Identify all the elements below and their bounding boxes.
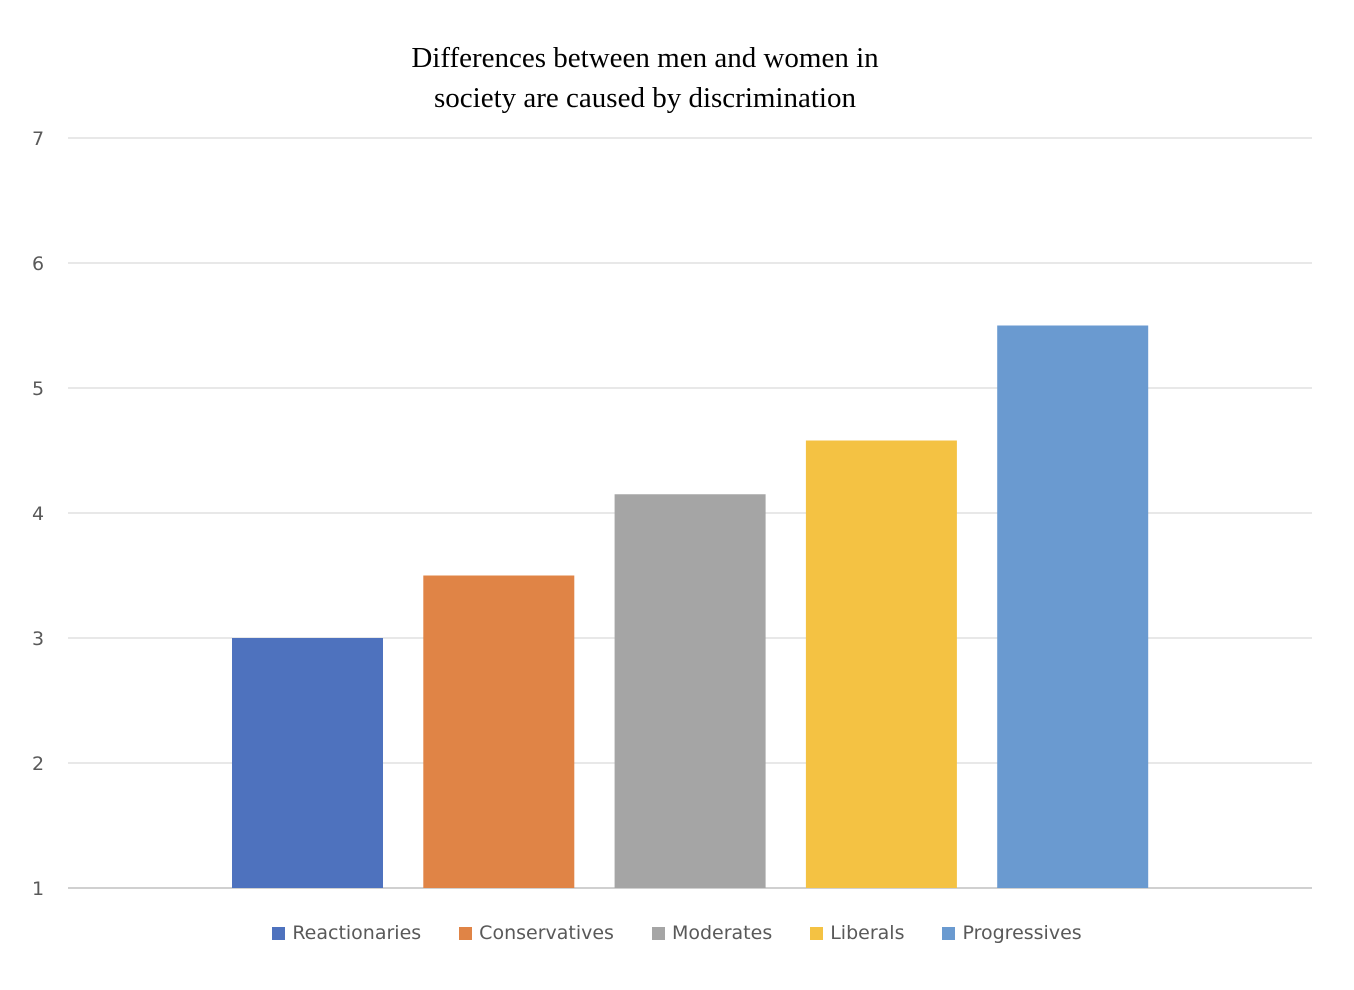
bar-liberals (805, 440, 957, 888)
chart-title-line-1: Differences between men and women in (411, 42, 879, 74)
bar-progressives (997, 325, 1149, 888)
bar-reactionaries (232, 638, 383, 888)
y-tick-label: 5 (32, 378, 44, 400)
y-tick-label: 7 (32, 128, 44, 150)
legend-item: Reactionaries (272, 922, 421, 944)
y-tick-label: 2 (32, 753, 44, 775)
bar-conservatives (423, 575, 575, 888)
chart-title: Differences between men and women in soc… (300, 38, 990, 118)
y-tick-label: 4 (32, 503, 44, 525)
legend-swatch (651, 926, 665, 940)
y-tick-label: 3 (32, 628, 44, 650)
legend-label: Liberals (830, 922, 905, 944)
legend-item: Liberals (810, 922, 904, 944)
legend: Reactionaries Conservatives Moderates Liber… (0, 922, 1354, 944)
legend-swatch (459, 926, 473, 940)
y-tick-label: 1 (32, 878, 44, 900)
legend-label: Reactionaries (292, 922, 422, 944)
legend-label: Progressives (962, 922, 1082, 944)
legend-item: Conservatives (459, 922, 614, 944)
legend-swatch (272, 926, 286, 940)
legend-swatch (942, 926, 956, 940)
legend-label: Conservatives (479, 922, 614, 944)
y-tick-label: 6 (32, 253, 44, 275)
legend-label: Moderates (671, 922, 773, 944)
legend-item: Moderates (651, 922, 773, 944)
chart-title-line-2: society are caused by discrimination (434, 82, 856, 114)
legend-item: Progressives (942, 922, 1082, 944)
legend-swatch (810, 926, 824, 940)
bar-moderates (614, 494, 766, 888)
